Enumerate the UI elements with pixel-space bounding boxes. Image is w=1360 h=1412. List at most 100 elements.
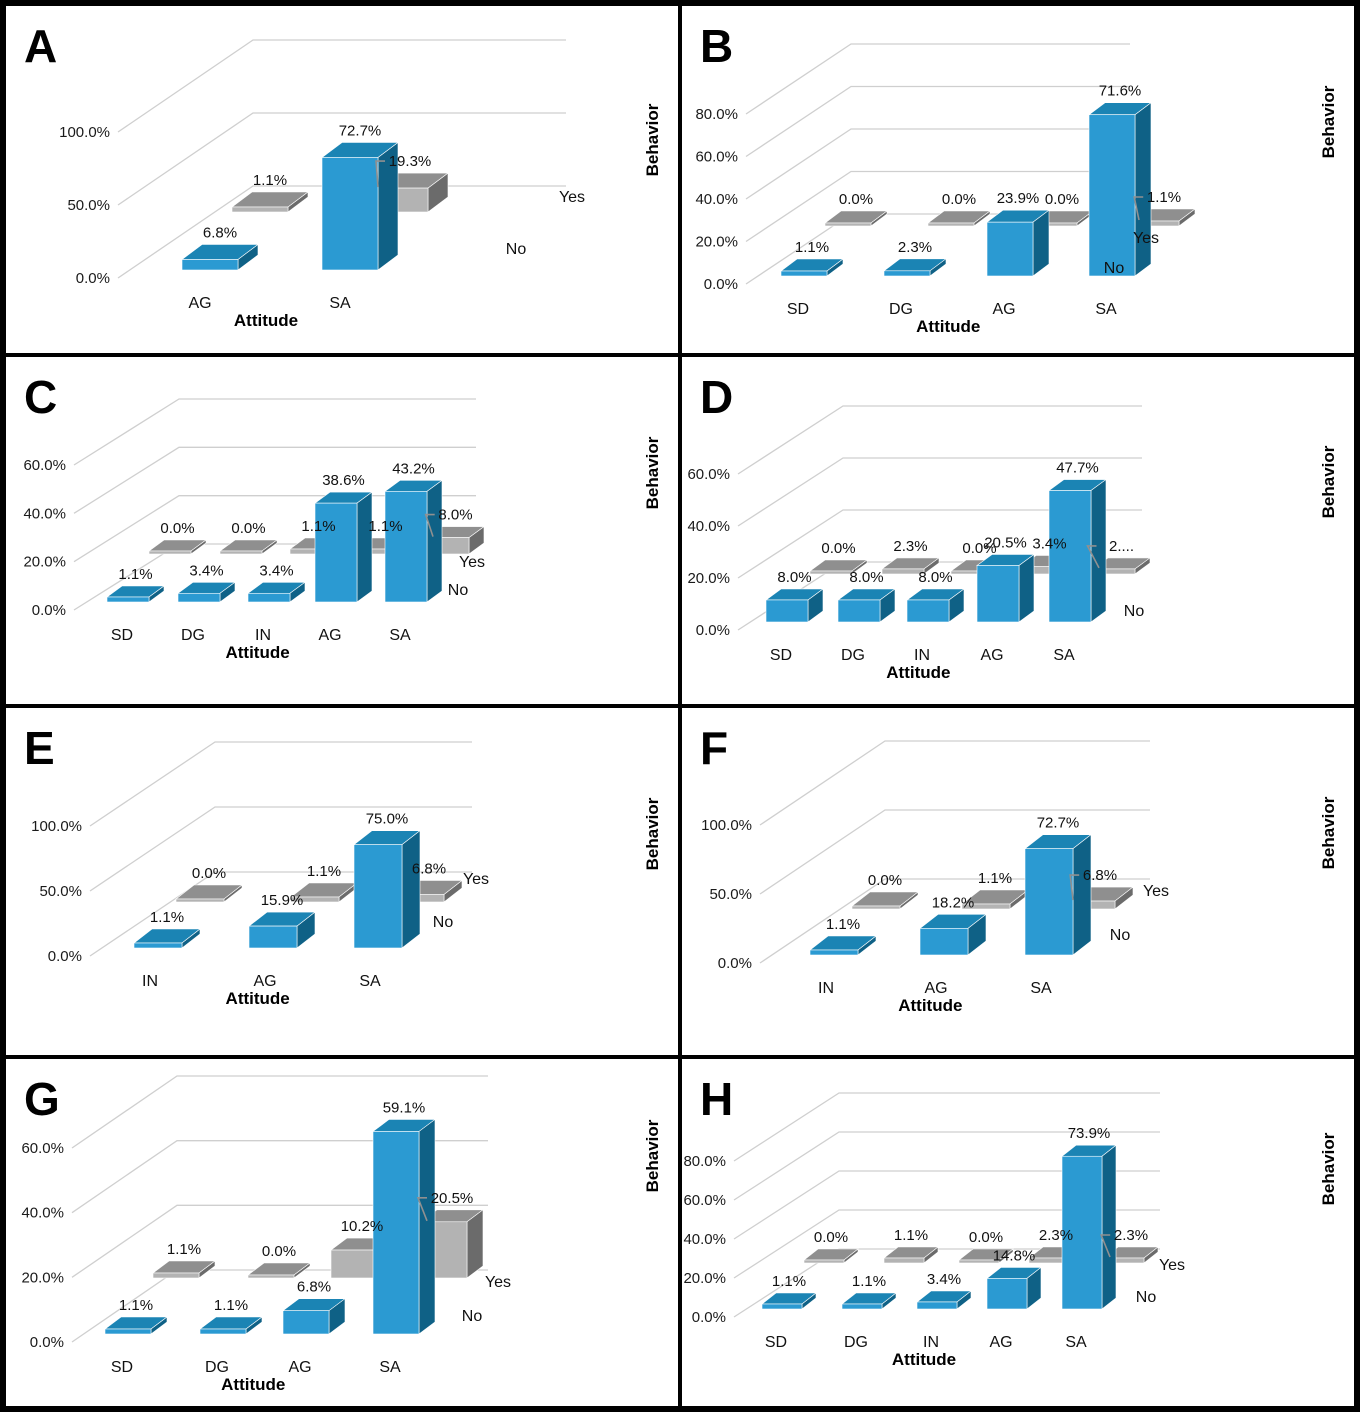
- depth-label-no: No: [1110, 927, 1131, 944]
- value-label-no: 38.6%: [322, 472, 365, 489]
- y-tick-label: 0.0%: [718, 955, 752, 972]
- y-tick-label: 0.0%: [704, 276, 738, 293]
- depth-label-yes: Yes: [1143, 883, 1169, 900]
- bar-no-SA: [321, 141, 399, 271]
- depth-label-no: No: [1104, 260, 1125, 277]
- value-label-yes: 1.1%: [167, 1241, 201, 1258]
- bar-yes-AG: [290, 882, 358, 903]
- bar-no-SD: [780, 258, 844, 277]
- panel-letter: E: [24, 722, 55, 774]
- gridline: [117, 39, 566, 133]
- gridline: [745, 128, 1130, 200]
- value-label-yes: 3.4%: [1032, 536, 1066, 553]
- x-tick-label: DG: [181, 627, 205, 644]
- x-tick-label: SD: [111, 627, 133, 644]
- y-tick-label: 100.0%: [31, 818, 82, 835]
- x-tick-label: SD: [765, 1334, 787, 1351]
- bar-no-SA: [353, 830, 421, 949]
- value-label-no: 18.2%: [932, 894, 975, 911]
- value-label-yes: 0.0%: [1045, 191, 1079, 208]
- bar-yes-SD: [148, 539, 207, 555]
- y-tick-label: 60.0%: [683, 1192, 726, 1209]
- bar-no-IN: [916, 1290, 972, 1310]
- bar-no-SA: [372, 1118, 436, 1335]
- value-label-no: 43.2%: [392, 460, 435, 477]
- value-label-yes: 0.0%: [962, 540, 996, 557]
- value-label-yes: 1.1%: [1147, 189, 1181, 206]
- gridline: [733, 1131, 1160, 1201]
- bar-yes-IN: [175, 884, 243, 903]
- value-label-no: 14.8%: [993, 1247, 1036, 1264]
- value-label-yes: 0.0%: [262, 1243, 296, 1260]
- gridline: [759, 740, 1150, 826]
- x-tick-label: AG: [989, 1334, 1012, 1351]
- panel-H: 0.0% 20.0% 40.0% 60.0% 80.0% 0.0% 1.1% 0.0% 2.3%…: [682, 1059, 1354, 1406]
- depth-axis-title: Behavior: [1319, 445, 1338, 518]
- gridline: [73, 398, 476, 466]
- bar-no-DG: [199, 1316, 263, 1335]
- depth-axis-title: Behavior: [643, 797, 662, 870]
- bar-no-SA: [1088, 102, 1152, 277]
- gridline: [73, 446, 476, 514]
- y-tick-label: 80.0%: [683, 1153, 726, 1170]
- x-axis-title: Attitude: [225, 643, 289, 662]
- value-label-no: 23.9%: [997, 190, 1040, 207]
- bar-no-AG: [986, 209, 1050, 277]
- value-label-no: 15.9%: [261, 892, 304, 909]
- x-tick-label: SD: [770, 647, 792, 664]
- x-tick-label: AG: [253, 973, 276, 990]
- value-label-no: 20.5%: [984, 535, 1027, 552]
- y-tick-label: 20.0%: [687, 570, 730, 587]
- bar-yes-DG: [927, 210, 991, 227]
- bar-yes-AG: [961, 889, 1029, 910]
- gridline: [117, 185, 566, 279]
- y-tick-label: 20.0%: [21, 1269, 64, 1286]
- value-label-yes: 1.1%: [978, 870, 1012, 887]
- x-tick-label: SA: [389, 627, 411, 644]
- panel-E: 0.0% 50.0% 100.0% 0.0% 1.1% 6.8% 1.1% 15.9% 75.0…: [6, 708, 678, 1055]
- gridline: [117, 112, 566, 206]
- x-tick-label: AG: [288, 1359, 311, 1376]
- depth-axis-title: Behavior: [1319, 85, 1338, 158]
- value-label-yes: 19.3%: [389, 153, 432, 170]
- value-label-yes: 0.0%: [969, 1229, 1003, 1246]
- value-label-yes: 0.0%: [942, 191, 976, 208]
- panel-letter: H: [700, 1073, 733, 1125]
- label-leader-line: [1069, 874, 1080, 901]
- gridline: [737, 405, 1142, 475]
- panel-A: 0.0% 50.0% 100.0% 1.1% 19.3% 6.8% 72.7% AG SA Att…: [6, 6, 678, 353]
- y-tick-label: 0.0%: [32, 602, 66, 619]
- depth-label-yes: Yes: [1133, 230, 1159, 247]
- value-label-yes: 0.0%: [814, 1229, 848, 1246]
- x-tick-label: SD: [787, 301, 809, 318]
- value-label-no: 75.0%: [366, 811, 409, 828]
- depth-label-yes: Yes: [485, 1274, 511, 1291]
- depth-label-no: No: [462, 1308, 483, 1325]
- gridline: [733, 1170, 1160, 1240]
- bar-no-AG: [976, 553, 1035, 623]
- y-tick-label: 50.0%: [709, 886, 752, 903]
- label-leader-line: [1133, 196, 1144, 221]
- value-label-no: 1.1%: [150, 909, 184, 926]
- value-label-yes: 8.0%: [438, 507, 472, 524]
- y-tick-label: 50.0%: [39, 883, 82, 900]
- value-label-no: 71.6%: [1099, 83, 1142, 100]
- value-label-yes: 0.0%: [839, 191, 873, 208]
- value-label-no: 47.7%: [1056, 460, 1099, 477]
- y-tick-label: 60.0%: [21, 1140, 64, 1157]
- x-tick-label: AG: [318, 627, 341, 644]
- depth-label-no: No: [433, 914, 454, 931]
- panel-C: 0.0% 20.0% 40.0% 60.0% 0.0% 0.0% 1.1% 1.1% 8.0% 1…: [6, 357, 678, 704]
- value-label-yes: 0.0%: [868, 872, 902, 889]
- x-axis-title: Attitude: [226, 989, 290, 1008]
- bar-yes-SA: [420, 1209, 484, 1279]
- value-label-no: 6.8%: [297, 1279, 331, 1296]
- x-tick-label: SA: [379, 1359, 401, 1376]
- depth-label-yes: Yes: [463, 871, 489, 888]
- x-axis-title: Attitude: [221, 1375, 285, 1394]
- bar-yes-AG: [231, 191, 309, 213]
- value-label-no: 1.1%: [852, 1273, 886, 1290]
- y-tick-label: 0.0%: [48, 948, 82, 965]
- gridline: [745, 85, 1130, 158]
